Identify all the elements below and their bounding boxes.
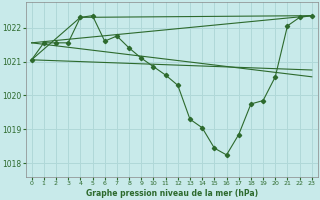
X-axis label: Graphe pression niveau de la mer (hPa): Graphe pression niveau de la mer (hPa) [86, 189, 258, 198]
